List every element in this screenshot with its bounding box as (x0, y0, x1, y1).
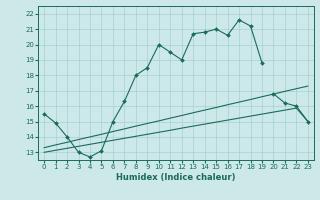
X-axis label: Humidex (Indice chaleur): Humidex (Indice chaleur) (116, 173, 236, 182)
